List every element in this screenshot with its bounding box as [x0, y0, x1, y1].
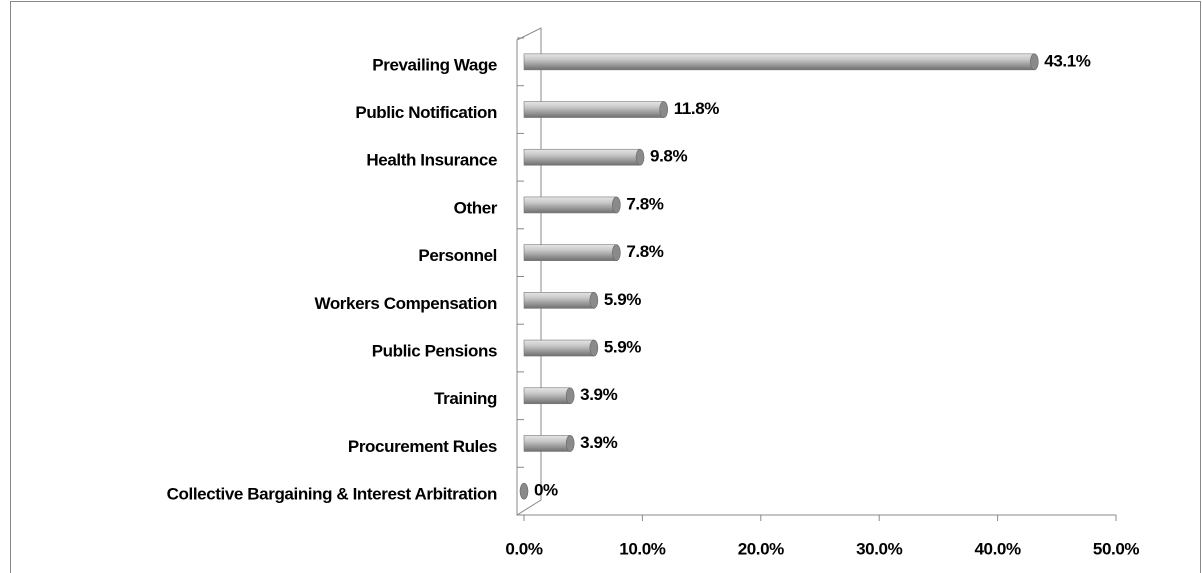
y-tick-label: Training: [434, 389, 497, 408]
bar-cap: [565, 387, 575, 405]
value-label: 7.8%: [626, 242, 663, 261]
bar: [523, 339, 595, 357]
bar-cap: [635, 148, 645, 166]
bar: [523, 148, 641, 166]
x-tick-label: 20.0%: [738, 539, 784, 558]
bar-cap: [565, 435, 575, 452]
y-tick-label: Personnel: [418, 246, 497, 265]
bar-cap: [589, 292, 599, 309]
value-label: 9.8%: [650, 147, 687, 166]
value-label: 3.9%: [580, 433, 617, 452]
value-label: 7.8%: [626, 194, 663, 213]
value-label: 5.9%: [604, 290, 641, 309]
bar-cap: [1030, 53, 1039, 71]
x-tick-label: 50.0%: [1093, 539, 1139, 558]
y-tick-label: Prevailing Wage: [372, 55, 497, 74]
bar: [523, 53, 1035, 71]
value-label: 5.9%: [604, 338, 641, 357]
bar: [523, 435, 571, 452]
bar-cap: [589, 339, 599, 357]
chart-border: [10, 1, 1201, 573]
value-label: 0%: [534, 481, 558, 500]
y-tick-label: Collective Bargaining & Interest Arbitra…: [167, 485, 497, 504]
y-tick-label: Procurement Rules: [348, 437, 497, 456]
bar: [523, 292, 595, 309]
bar-cap: [612, 196, 621, 214]
value-label: 43.1%: [1044, 51, 1090, 70]
value-label: 11.8%: [674, 99, 720, 118]
bar-cap: [659, 101, 669, 118]
bar-cap: [612, 244, 621, 261]
x-tick-label: 40.0%: [974, 539, 1020, 558]
bar: [523, 387, 571, 405]
y-tick-label: Workers Compensation: [314, 294, 497, 313]
x-tick-label: 10.0%: [619, 539, 665, 558]
bar: [523, 244, 617, 261]
value-label: 3.9%: [580, 385, 617, 404]
y-tick-label: Other: [454, 198, 498, 217]
bar: [523, 196, 617, 214]
bar-cap: [519, 482, 529, 500]
y-tick-label: Public Notification: [355, 103, 497, 122]
x-tick-label: 0.0%: [505, 539, 542, 558]
x-tick-label: 30.0%: [856, 539, 902, 558]
y-tick-label: Public Pensions: [372, 342, 497, 361]
bar: [523, 101, 665, 118]
y-tick-label: Health Insurance: [366, 151, 497, 170]
